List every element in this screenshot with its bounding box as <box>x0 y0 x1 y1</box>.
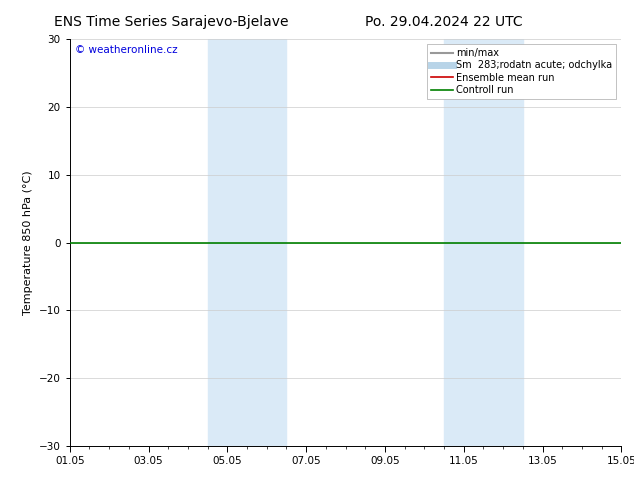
Y-axis label: Temperature 850 hPa (°C): Temperature 850 hPa (°C) <box>23 170 33 315</box>
Bar <box>207 39 287 446</box>
Text: ENS Time Series Sarajevo-Bjelave: ENS Time Series Sarajevo-Bjelave <box>54 15 288 29</box>
Bar <box>444 39 523 446</box>
Text: © weatheronline.cz: © weatheronline.cz <box>75 45 178 55</box>
Legend: min/max, Sm  283;rodatn acute; odchylka, Ensemble mean run, Controll run: min/max, Sm 283;rodatn acute; odchylka, … <box>427 44 616 99</box>
Text: Po. 29.04.2024 22 UTC: Po. 29.04.2024 22 UTC <box>365 15 522 29</box>
